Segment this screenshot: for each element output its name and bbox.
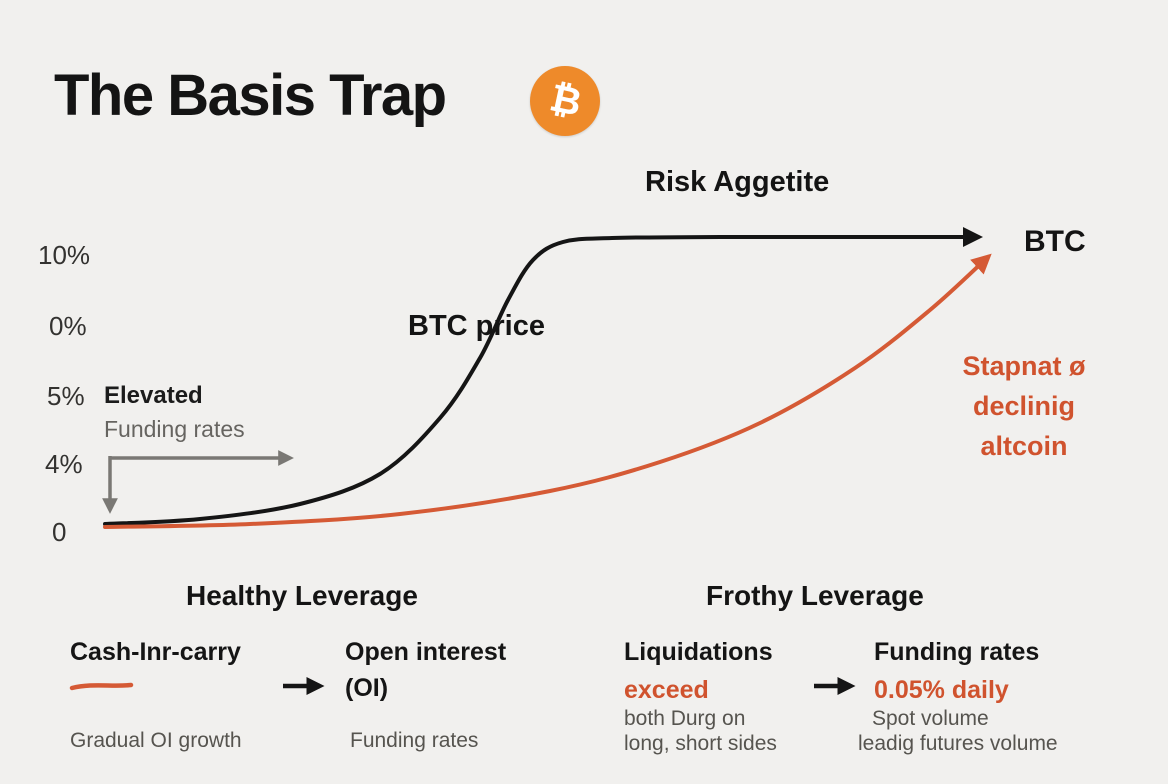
altcoin-note: Stapnat ø declinig altcoin [928, 346, 1120, 466]
funding-rates-title: Funding rates [874, 638, 1040, 666]
altcoin-note-line1: Stapnat ø [962, 351, 1086, 381]
page-title: The Basis Trap [54, 63, 447, 128]
cash-carry-title: Cash-Inr-carry [70, 638, 241, 666]
risk-appetite-label: Risk Aggetite [645, 166, 830, 198]
funding-rates-sub-line2: leadig futures volume [858, 732, 1058, 755]
cash-carry-underline [69, 682, 134, 691]
y-tick-0pct: 0% [49, 311, 87, 341]
y-tick-10pct: 10% [38, 240, 91, 270]
y-tick-0: 0 [52, 517, 67, 547]
cash-carry-sub: Gradual OI growth [70, 729, 242, 752]
bitcoin-icon: ₿ [530, 66, 600, 136]
elevated-funding-title: Elevated [104, 382, 203, 409]
btc-price-curve [103, 227, 983, 526]
altcoin-curve [103, 253, 992, 529]
btc-price-label: BTC price [408, 310, 545, 342]
open-interest-sub: Funding rates [350, 729, 479, 752]
btc-end-label: BTC [1024, 225, 1086, 258]
bitcoin-glyph: ₿ [545, 76, 585, 125]
y-tick-5pct: 5% [47, 381, 85, 411]
liquidations-title: Liquidations [624, 638, 773, 666]
liquidations-highlight: exceed [624, 676, 709, 704]
funding-rates-sub-line1: Spot volume [872, 707, 989, 730]
open-interest-title-line2: (OI) [345, 674, 389, 702]
liquidations-sub-line2: long, short sides [624, 732, 777, 755]
y-tick-4pct: 4% [45, 449, 83, 479]
funding-rates-highlight: 0.05% daily [874, 676, 1009, 704]
altcoin-note-line3: altcoin [980, 431, 1068, 461]
frothy-leverage-header: Frothy Leverage [706, 580, 924, 611]
altcoin-note-line2: declinig [972, 391, 1075, 421]
liquidations-sub-line1: both Durg on [624, 707, 746, 730]
healthy-leverage-header: Healthy Leverage [186, 580, 418, 611]
elevated-funding-sub: Funding rates [104, 416, 245, 442]
open-interest-title: Open interest [345, 638, 507, 666]
